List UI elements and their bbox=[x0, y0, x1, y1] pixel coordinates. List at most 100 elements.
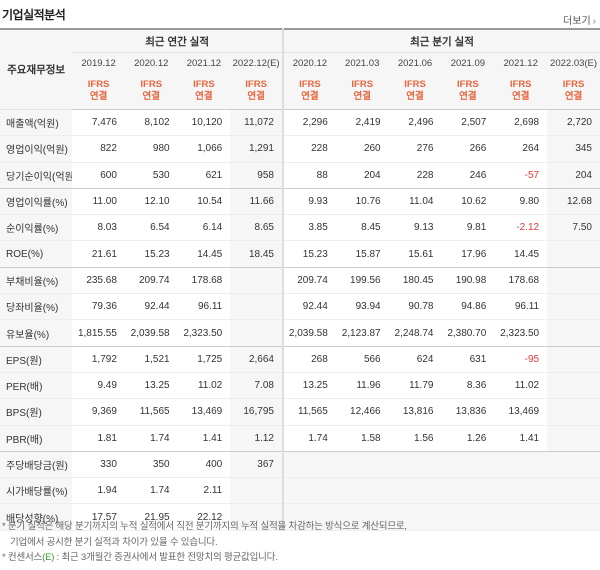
standard-header: IFRS 연결 bbox=[441, 73, 495, 110]
value-cell: 9.93 bbox=[281, 188, 336, 216]
more-link[interactable]: 더보기 › bbox=[563, 12, 596, 27]
value-cell: 1,815.55 bbox=[72, 319, 125, 347]
value-cell: 11.96 bbox=[335, 372, 389, 400]
value-cell: 17.57 bbox=[72, 503, 125, 531]
data-row: PBR(배) 1.81 1.74 1.41 1.12 1.74 1.58 1.56 1.26 1.… bbox=[0, 425, 600, 452]
table-head: 주요재무정보 최근 연간 실적 최근 분기 실적 2019.12 2020.12 202… bbox=[0, 29, 600, 110]
value-cell: 3.85 bbox=[281, 214, 336, 242]
value-cell: 1.58 bbox=[335, 425, 389, 452]
value-cell: 92.44 bbox=[281, 293, 336, 321]
standard-row: IFRS 연결 IFRS 연결 IFRS 연결 IFRS 연결 IFRS 연결 IFRS 연결 IFRS… bbox=[0, 73, 600, 110]
empty-cell bbox=[230, 503, 283, 531]
value-cell: 400 bbox=[177, 451, 231, 479]
empty-cell bbox=[281, 503, 336, 531]
value-cell: 13,469 bbox=[494, 398, 548, 426]
value-cell: 209.74 bbox=[281, 267, 336, 295]
value-cell: 6.14 bbox=[177, 214, 231, 242]
value-cell: 88 bbox=[281, 162, 336, 189]
period-header: 2022.03(E) bbox=[547, 52, 600, 73]
value-cell: 12,466 bbox=[335, 398, 389, 426]
value-cell: 15.23 bbox=[124, 240, 178, 268]
value-cell: 1,291 bbox=[230, 135, 283, 163]
data-row: ROE(%) 21.61 15.23 14.45 18.45 15.23 15.87 15.6… bbox=[0, 240, 600, 268]
value-cell: 1.94 bbox=[72, 477, 125, 505]
data-row: 순이익률(%) 8.03 6.54 6.14 8.65 3.85 8.45 9.13 9.81-… bbox=[0, 214, 600, 242]
value-cell: 2,123.87 bbox=[335, 319, 389, 347]
empty-cell bbox=[335, 451, 389, 479]
empty-cell bbox=[388, 477, 442, 505]
standard-scope: 연결 bbox=[353, 91, 371, 102]
row-label: 주당배당금(원) bbox=[0, 451, 73, 479]
standard-basis: IFRS bbox=[87, 79, 110, 90]
value-cell: 2,248.74 bbox=[388, 319, 442, 347]
value-cell: 1.81 bbox=[72, 425, 125, 452]
value-cell: 11,565 bbox=[281, 398, 336, 426]
note-line: * 컨센서스(E) : 최근 3개월간 증권사에서 발표한 전망치의 평균값입니… bbox=[2, 550, 407, 566]
more-text[interactable]: 더보기 bbox=[563, 16, 591, 27]
value-cell: 190.98 bbox=[441, 267, 495, 295]
value-cell: 958 bbox=[230, 162, 283, 189]
data-row: 부채비율(%) 235.68 209.74 178.68 209.74 199.56 180… bbox=[0, 267, 600, 295]
value-cell: 10.76 bbox=[335, 188, 389, 216]
empty-cell bbox=[335, 503, 389, 531]
empty-cell bbox=[547, 267, 600, 295]
data-row: EPS(원) 1,792 1,521 1,725 2,664 268 566 624 631 -9… bbox=[0, 346, 600, 373]
value-cell: 10.62 bbox=[441, 188, 495, 216]
value-cell: 2,039.58 bbox=[281, 319, 336, 347]
standard-basis: IFRS bbox=[404, 79, 426, 90]
value-cell: 18.45 bbox=[230, 240, 283, 268]
row-label: 영업이익률(%) bbox=[0, 188, 73, 216]
value-cell: 345 bbox=[547, 135, 600, 163]
value-cell: 266 bbox=[441, 135, 495, 163]
note-line: 기업에서 공시한 분기 실적과 차이가 있을 수 있습니다. bbox=[10, 536, 218, 548]
value-cell: 1.12 bbox=[230, 425, 283, 452]
standard-scope: 연결 bbox=[406, 91, 424, 102]
value-cell: 1,792 bbox=[72, 346, 125, 373]
standard-scope: 연결 bbox=[247, 91, 265, 102]
value-cell: 13,469 bbox=[177, 398, 231, 426]
value-cell: 11.66 bbox=[230, 188, 283, 216]
empty-cell bbox=[441, 477, 495, 505]
row-label: 매출액(억원) bbox=[0, 109, 73, 137]
period-header: 2020.12 bbox=[281, 52, 336, 73]
value-cell: 204 bbox=[335, 162, 389, 189]
value-cell: 822 bbox=[72, 135, 125, 163]
value-cell: 96.11 bbox=[494, 293, 548, 321]
value-cell: 1.26 bbox=[441, 425, 495, 452]
data-row: 영업이익률(%) 11.00 12.10 10.54 11.66 9.93 10.76 11.… bbox=[0, 188, 600, 216]
value-cell: 235.68 bbox=[72, 267, 125, 295]
value-cell: 1,521 bbox=[124, 346, 178, 373]
value-cell: 13,836 bbox=[441, 398, 495, 426]
value-cell: 90.78 bbox=[388, 293, 442, 321]
data-row: 영업이익(억원) 822 980 1,066 1,291 228 260 276 266 264 3… bbox=[0, 135, 600, 163]
empty-cell bbox=[441, 451, 495, 479]
row-label: 순이익률(%) bbox=[0, 214, 73, 242]
standard-scope: 연결 bbox=[301, 91, 319, 102]
value-cell: 1.74 bbox=[124, 477, 178, 505]
period-header: 2021.12 bbox=[177, 52, 231, 73]
period-header: 2021.03 bbox=[335, 52, 389, 73]
value-cell: 79.36 bbox=[72, 293, 125, 321]
value-cell: 7.50 bbox=[547, 214, 600, 242]
empty-cell bbox=[335, 477, 389, 505]
row-label: 유보율(%) bbox=[0, 319, 73, 347]
value-cell: 1.41 bbox=[494, 425, 548, 452]
value-cell: 13,816 bbox=[388, 398, 442, 426]
row-label: 시가배당률(%) bbox=[0, 477, 73, 505]
value-cell: 11,565 bbox=[124, 398, 178, 426]
value-cell: 15.87 bbox=[335, 240, 389, 268]
standard-header: IFRS 연결 bbox=[388, 73, 442, 110]
value-cell: 10.54 bbox=[177, 188, 231, 216]
value-cell: 9.81 bbox=[441, 214, 495, 242]
period-header: 2022.12(E) bbox=[230, 52, 283, 73]
value-cell: 1,725 bbox=[177, 346, 231, 373]
value-cell: 2,507 bbox=[441, 109, 495, 137]
value-cell: 1,066 bbox=[177, 135, 231, 163]
empty-cell bbox=[547, 372, 600, 400]
more-arrow[interactable]: › bbox=[592, 16, 596, 27]
value-cell: 530 bbox=[124, 162, 178, 189]
value-cell: 9.13 bbox=[388, 214, 442, 242]
notes: * 분기 실적은 해당 분기까지의 누적 실적에서 직전 분기까지의 누적 실적… bbox=[2, 519, 407, 566]
empty-cell bbox=[281, 451, 336, 479]
